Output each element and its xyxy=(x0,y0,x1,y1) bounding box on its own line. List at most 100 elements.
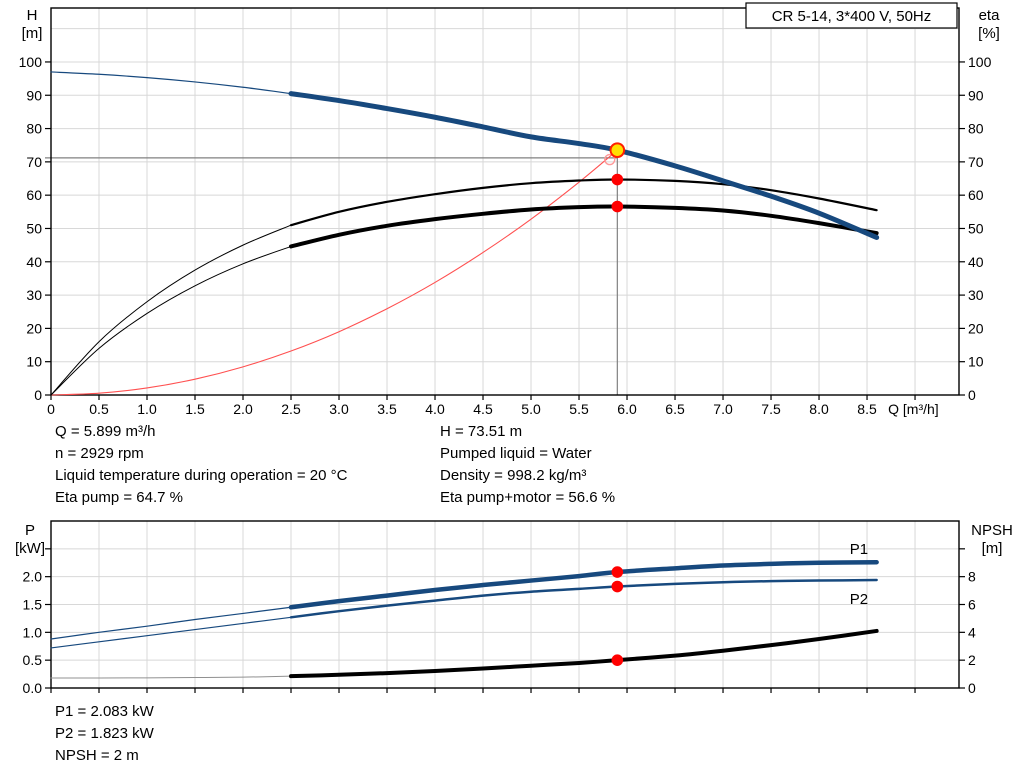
y-right-tick-label: 0 xyxy=(968,387,976,403)
target-point xyxy=(604,153,616,166)
eta-pump-low-flow xyxy=(50,224,292,396)
y-right-tick-label: 90 xyxy=(968,87,984,103)
info-liquid-temperature: Liquid temperature during operation = 20… xyxy=(55,467,348,484)
y-left-tick-label: 30 xyxy=(26,287,42,303)
x-tick-label: 0.5 xyxy=(89,401,109,417)
p2-curve xyxy=(289,578,878,619)
p2-low-flow xyxy=(50,616,292,649)
system-curve xyxy=(50,149,618,396)
result-p2: P2 = 1.823 kW xyxy=(55,725,154,742)
x-tick-label: 1.0 xyxy=(137,401,157,417)
plot-frame xyxy=(50,7,960,396)
npsh-point xyxy=(611,654,624,666)
pump-title-box xyxy=(745,2,958,29)
y-right-tick-label: 30 xyxy=(968,287,984,303)
x-tick-label: 8.5 xyxy=(857,401,877,417)
curve-label-p1: P1 xyxy=(850,541,868,558)
p1-low-flow xyxy=(50,606,292,640)
y-left-tick-label: 40 xyxy=(26,254,42,270)
y-right-tick-label: 50 xyxy=(968,220,984,236)
y-left-tick-label: 0.0 xyxy=(23,680,43,696)
y-right-tick-label: 20 xyxy=(968,320,984,336)
x-tick-label: 3.0 xyxy=(329,401,349,417)
y-left-tick-label: 70 xyxy=(26,154,42,170)
y-left-axis-unit: [m] xyxy=(22,25,43,42)
x-axis-title: Q [m³/h] xyxy=(888,401,939,417)
y-left-tick-label: 80 xyxy=(26,121,42,137)
x-tick-label: 6.5 xyxy=(665,401,685,417)
y-right-tick-label: 60 xyxy=(968,187,984,203)
y-left-tick-label: 2.0 xyxy=(23,569,43,585)
y-left-tick-label: 0.5 xyxy=(23,652,43,668)
y-left-tick-label: 50 xyxy=(26,220,42,236)
y-right-tick-label: 8 xyxy=(968,569,976,585)
eta-pump xyxy=(289,178,878,227)
y-left-tick-label: 1.5 xyxy=(23,597,43,613)
y-right-tick-label: 2 xyxy=(968,652,976,668)
info-speed: n = 2929 rpm xyxy=(55,445,144,462)
npsh-low-flow xyxy=(50,675,292,679)
y-right-tick-label: 100 xyxy=(968,54,992,70)
p1-point xyxy=(611,566,624,578)
eta-pump-motor xyxy=(289,204,879,249)
y-left-tick-label: 100 xyxy=(19,54,43,70)
y-left-tick-label: 10 xyxy=(26,354,42,370)
eta-pump-point xyxy=(611,173,624,186)
y-left-axis-unit: [kW] xyxy=(15,540,45,557)
pump-title: CR 5-14, 3*400 V, 50Hz xyxy=(772,8,932,25)
y-right-tick-label: 70 xyxy=(968,154,984,170)
duty-point[interactable] xyxy=(609,142,626,158)
x-tick-label: 5.5 xyxy=(569,401,589,417)
result-npsh: NPSH = 2 m xyxy=(55,747,139,764)
x-tick-label: 3.5 xyxy=(377,401,397,417)
eta-pump-motor-low-flow xyxy=(50,245,292,396)
y-left-tick-label: 60 xyxy=(26,187,42,203)
x-tick-label: 6.0 xyxy=(617,401,637,417)
info-eta-pump: Eta pump = 64.7 % xyxy=(55,489,183,506)
x-tick-label: 4.0 xyxy=(425,401,445,417)
curve-label-p2: P2 xyxy=(850,591,868,608)
y-right-axis-title: NPSH xyxy=(971,522,1013,539)
duty-info-left-column: Q = 5.899 m³/h n = 2929 rpm Liquid tempe… xyxy=(55,421,347,509)
info-pumped-liquid: Pumped liquid = Water xyxy=(440,445,592,462)
p1-curve xyxy=(288,559,879,610)
y-right-tick-label: 80 xyxy=(968,121,984,137)
p2-point xyxy=(611,580,624,593)
y-left-tick-label: 20 xyxy=(26,320,42,336)
x-tick-label: 1.5 xyxy=(185,401,205,417)
x-tick-label: 0 xyxy=(47,401,55,417)
y-left-axis-title: H xyxy=(27,7,38,24)
y-right-tick-label: 10 xyxy=(968,354,984,370)
x-tick-label: 8.0 xyxy=(809,401,829,417)
x-tick-label: 2.5 xyxy=(281,401,301,417)
y-left-axis-title: P xyxy=(25,522,35,539)
y-left-tick-label: 90 xyxy=(26,87,42,103)
y-right-axis-unit: [%] xyxy=(978,25,1000,42)
y-right-tick-label: 6 xyxy=(968,597,976,613)
x-tick-label: 2.0 xyxy=(233,401,253,417)
x-tick-label: 7.5 xyxy=(761,401,781,417)
result-p1: P1 = 2.083 kW xyxy=(55,703,154,720)
y-right-tick-label: 0 xyxy=(968,680,976,696)
y-right-axis-unit: [m] xyxy=(982,540,1003,557)
y-left-tick-label: 1.0 xyxy=(23,624,43,640)
npsh-curve xyxy=(289,628,879,679)
y-right-axis-title: eta xyxy=(979,7,1001,24)
y-right-tick-label: 40 xyxy=(968,254,984,270)
info-eta-pump-motor: Eta pump+motor = 56.6 % xyxy=(440,489,616,506)
x-tick-label: 5.0 xyxy=(521,401,541,417)
eta-total-point xyxy=(611,200,624,213)
y-left-tick-label: 0 xyxy=(34,387,42,403)
x-tick-label: 4.5 xyxy=(473,401,493,417)
info-density: Density = 998.2 kg/m³ xyxy=(440,467,587,484)
duty-info-right-column: H = 73.51 m Pumped liquid = Water Densit… xyxy=(440,421,615,509)
result-block: P1 = 2.083 kW P2 = 1.823 kW NPSH = 2 m xyxy=(55,701,154,767)
info-head: H = 73.51 m xyxy=(440,423,523,440)
hq-curve-low-flow xyxy=(50,71,292,95)
x-tick-label: 7.0 xyxy=(713,401,733,417)
y-right-tick-label: 4 xyxy=(968,624,976,640)
power-npsh-chart: 0.0 0.5 1.0 1.5 2.0 0 2 4 6 8 P[kW] NPSH[m] P1 P2 xyxy=(15,520,1013,696)
hq-curve xyxy=(288,91,880,240)
hq-eta-chart: 0 0.5 1.0 1.5 2.0 2.5 3.0 3.5 4.0 4.5 5.0 5.5 6.0 6.5… xyxy=(19,2,1001,417)
